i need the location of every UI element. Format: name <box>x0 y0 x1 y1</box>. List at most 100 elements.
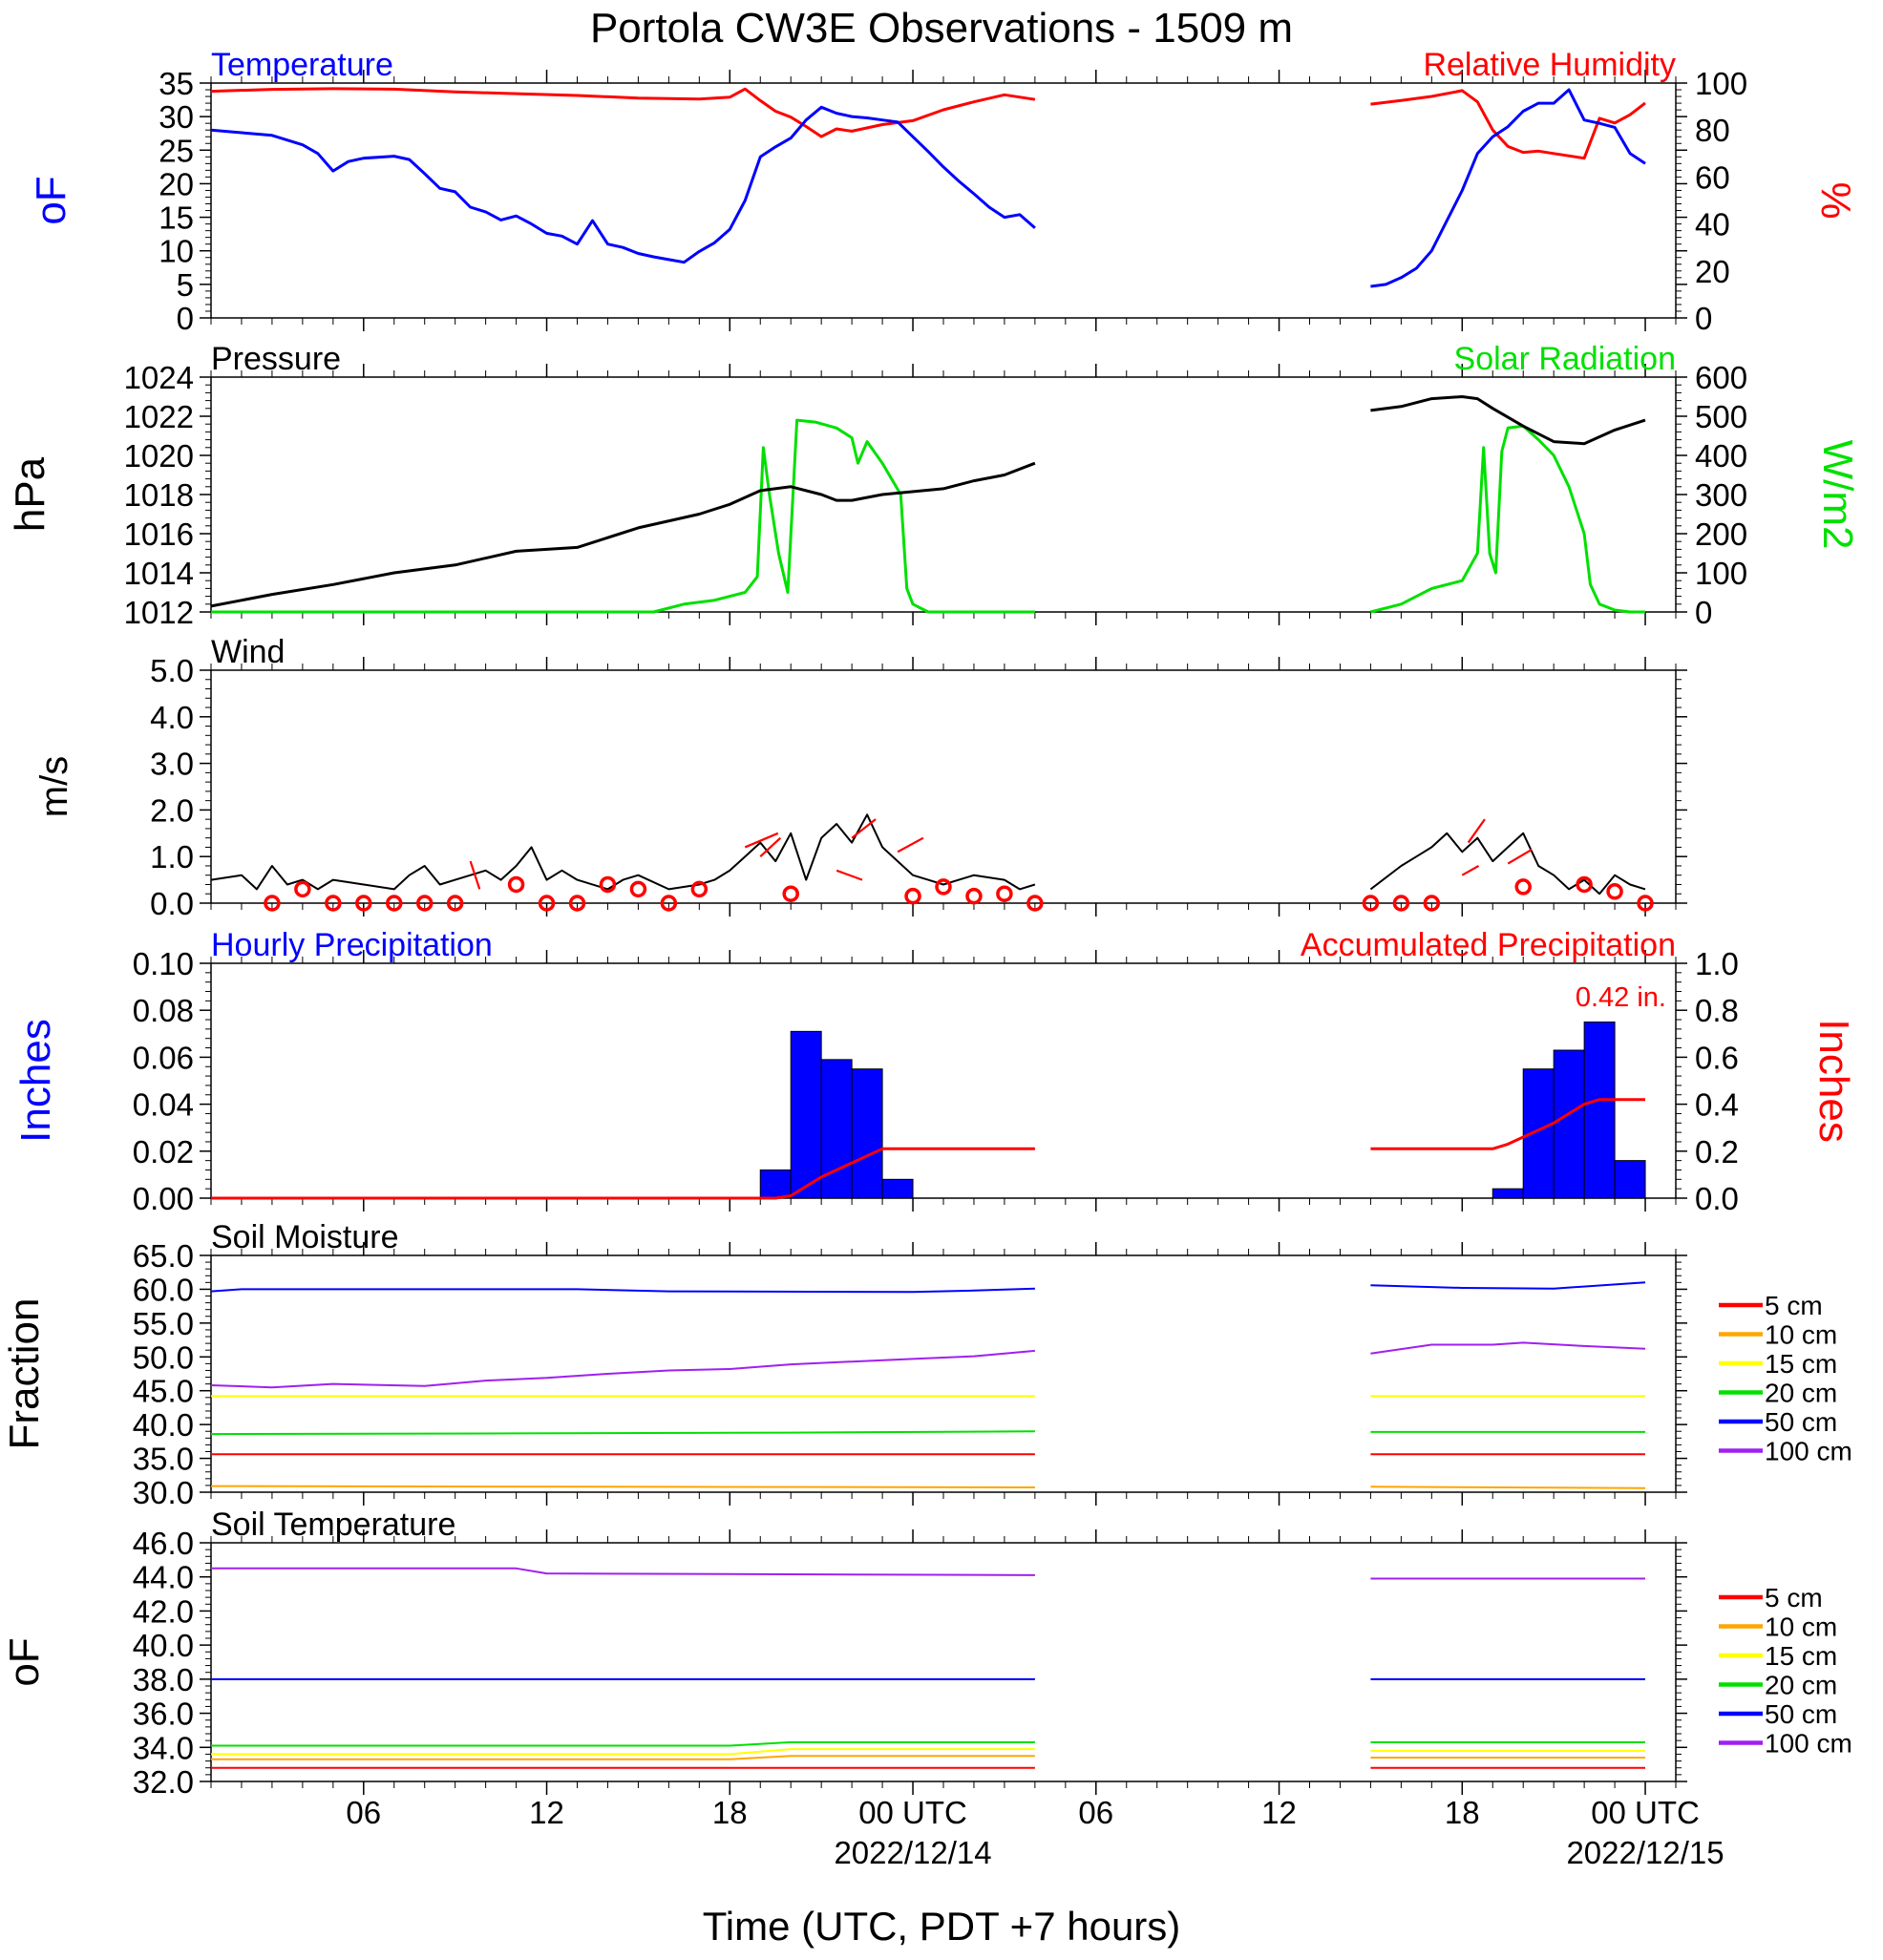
wind-barb-4 <box>851 818 877 839</box>
soil_moisture-legend-label-4: 50 cm <box>1765 1407 1837 1437</box>
wind-barb-5 <box>897 836 924 854</box>
wind-unit: m/s <box>33 756 75 817</box>
pressure-left-tick-label: 1020 <box>124 438 194 474</box>
wind-hourly-marker-24 <box>1576 875 1593 894</box>
soil_moisture-left-tick-label: 60.0 <box>133 1272 194 1307</box>
temperature-right-tick-label: 40 <box>1695 207 1730 242</box>
rh-line-seg-1 <box>1370 89 1646 160</box>
precip-frame <box>210 962 1677 1199</box>
wind-hourly-marker-6 <box>446 895 464 912</box>
accumulated-precip-line-seg-1 <box>1370 1098 1645 1150</box>
soil_moisture-legend-label-2: 15 cm <box>1765 1349 1837 1379</box>
wind-hourly-marker-14 <box>782 885 799 902</box>
wind-hourly-marker-8 <box>538 895 556 912</box>
wind-hourly-marker-3 <box>355 895 372 912</box>
temperature-right-tick-label: 80 <box>1695 113 1730 148</box>
solar-line-seg-0 <box>211 418 1035 614</box>
soil_moisture-legend-label-0: 5 cm <box>1765 1291 1823 1320</box>
precip-right-title: Accumulated Precipitation <box>1301 927 1676 963</box>
wind-hourly-marker-2 <box>325 895 342 912</box>
pressure-right-tick-label: 400 <box>1695 438 1747 474</box>
soil_temperature-unit: oF <box>1 1637 48 1686</box>
soil_temperature-left-tick-label: 42.0 <box>133 1593 194 1629</box>
temperature-right-tick-label: 60 <box>1695 159 1730 195</box>
wind-left-tick-label: 4.0 <box>150 700 194 735</box>
precip-left-tick-label: 0.10 <box>133 946 194 981</box>
temperature-left-tick-label: 15 <box>159 200 194 236</box>
soil_temperature-left-tick-label: 34.0 <box>133 1730 194 1765</box>
wind-left-title: Wind <box>211 634 285 670</box>
precip-right-unit: Inches <box>1810 1019 1857 1143</box>
precip-bar-5 <box>1492 1188 1524 1199</box>
precip-right-tick-label: 0.0 <box>1695 1181 1739 1216</box>
wind-hourly-marker-25 <box>1606 883 1623 900</box>
precip-right-tick-label: 0.6 <box>1695 1040 1739 1075</box>
temperature-right-tick-label: 100 <box>1695 66 1747 101</box>
wind-hourly-marker-26 <box>1637 895 1654 912</box>
pressure-unit: hPa <box>7 456 53 532</box>
precip-left-tick-label: 0.06 <box>133 1040 194 1075</box>
temperature-line-seg-0 <box>210 105 1036 264</box>
wind-barb-0 <box>469 860 481 890</box>
precip-left-tick-label: 0.02 <box>133 1134 194 1170</box>
pressure-left-title: Pressure <box>211 341 341 377</box>
soil_moisture-line-1-seg-0 <box>210 1485 1035 1488</box>
x-tick-label-7: 00 UTC <box>1591 1795 1700 1830</box>
temperature-unit: oF <box>28 176 74 224</box>
x-tick-label-6: 18 <box>1445 1795 1480 1830</box>
pressure-right-tick-label: 100 <box>1695 556 1747 591</box>
soil_moisture-left-tick-label: 40.0 <box>133 1407 194 1443</box>
wind-hourly-marker-0 <box>264 895 281 912</box>
soil_moisture-unit: Fraction <box>1 1298 48 1450</box>
wind-hourly-marker-22 <box>1423 895 1441 912</box>
wind-left-tick-label: 3.0 <box>150 747 194 782</box>
precip-bar-7 <box>1553 1049 1585 1199</box>
pressure-right-title: Solar Radiation <box>1454 341 1676 377</box>
wind-hourly-marker-12 <box>660 895 678 912</box>
soil_temperature-left-tick-label: 44.0 <box>133 1560 194 1595</box>
wind-hourly-marker-23 <box>1514 878 1532 896</box>
soil_moisture-left-tick-label: 45.0 <box>133 1374 194 1409</box>
soil_temperature-left-title: Soil Temperature <box>211 1507 455 1543</box>
soil_moisture-legend-label-1: 10 cm <box>1765 1320 1837 1350</box>
pressure-right-tick-label: 0 <box>1695 595 1712 630</box>
soil_temperature-legend-label-2: 15 cm <box>1765 1641 1837 1671</box>
wind-hourly-marker-1 <box>294 880 311 898</box>
precip-right-tick-label: 0.8 <box>1695 993 1739 1028</box>
soil_moisture-left-tick-label: 55.0 <box>133 1306 194 1341</box>
wind-barb-1 <box>744 832 779 849</box>
pressure-left-tick-label: 1012 <box>124 595 194 630</box>
soil_moisture-left-tick-label: 50.0 <box>133 1339 194 1375</box>
pressure-left-tick-label: 1022 <box>124 399 194 434</box>
pressure-right-tick-label: 300 <box>1695 477 1747 513</box>
temperature-left-tick-label: 0 <box>177 301 194 336</box>
temperature-left-tick-label: 30 <box>159 99 194 135</box>
wind-line-seg-0 <box>210 813 1036 891</box>
soil_temperature-line-5-seg-0 <box>211 1567 1035 1576</box>
wind-barb-6 <box>1461 865 1480 876</box>
wind-left-tick-label: 0.0 <box>150 886 194 921</box>
pressure-right-tick-label: 600 <box>1695 360 1747 395</box>
x-tick-label-2: 18 <box>712 1795 748 1830</box>
solar-unit: W/m2 <box>1814 440 1861 550</box>
pressure-left-tick-label: 1024 <box>124 360 194 395</box>
soil_moisture-left-title: Soil Moisture <box>211 1219 399 1255</box>
x-tick-label-3: 00 UTC <box>858 1795 967 1830</box>
pressure-right-tick-label: 200 <box>1695 516 1747 552</box>
wind-line-seg-1 <box>1369 832 1646 896</box>
wind-hourly-marker-7 <box>507 875 525 894</box>
soil_moisture-left-tick-label: 35.0 <box>133 1442 194 1477</box>
x-date-label-1: 2022/12/15 <box>1566 1835 1724 1870</box>
wind-hourly-marker-19 <box>1026 895 1044 912</box>
wind-barb-2 <box>759 836 782 858</box>
x-axis-label: Time (UTC, PDT +7 hours) <box>703 1904 1181 1949</box>
soil_temperature-legend-label-5: 100 cm <box>1765 1729 1852 1759</box>
precip-bar-9 <box>1614 1160 1646 1199</box>
soil_moisture-line-1-seg-1 <box>1370 1486 1646 1489</box>
wind-hourly-marker-5 <box>415 895 434 912</box>
x-date-label-0: 2022/12/14 <box>834 1835 991 1870</box>
wind-frame <box>210 669 1677 904</box>
x-tick-label-1: 12 <box>529 1795 564 1830</box>
pressure-left-tick-label: 1018 <box>124 477 194 513</box>
x-tick-label-0: 06 <box>346 1795 381 1830</box>
